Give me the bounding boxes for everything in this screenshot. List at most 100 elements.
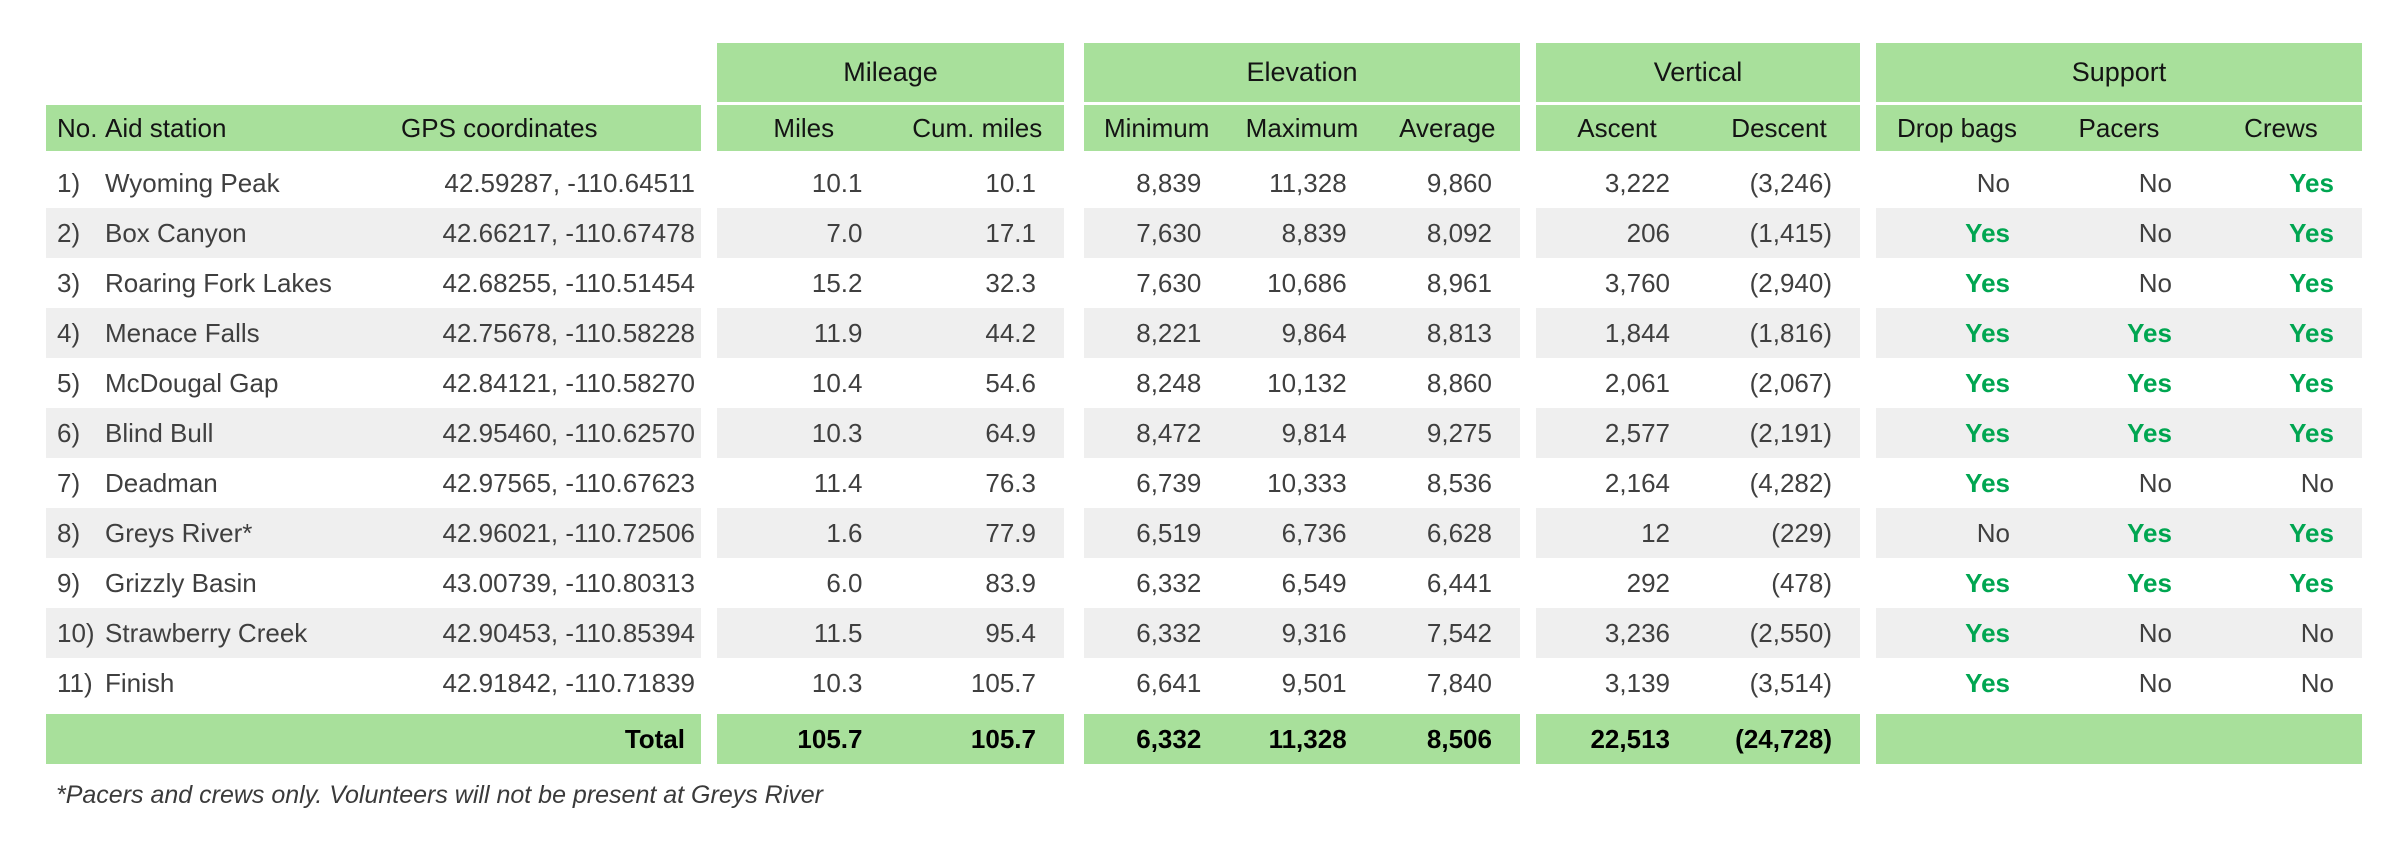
ascent-value: 1,844 [1604, 317, 1670, 348]
total-mileage-section: 105.7 105.7 [717, 714, 1064, 764]
elevation-min: 8,839 [1136, 167, 1202, 198]
elevation-max: 10,686 [1267, 267, 1347, 298]
aid-station-table: Mileage Elevation Vertical Support No. A… [46, 43, 2362, 764]
elevation-max: 10,333 [1267, 467, 1347, 498]
crews-value: Yes [2289, 567, 2334, 598]
pacers-value: Yes [2127, 517, 2172, 548]
pacers-value: No [2138, 167, 2172, 198]
row-number: 1) [57, 167, 81, 198]
descent-value: (2,067) [1749, 367, 1832, 398]
gps-coordinates: 42.91842, -110.71839 [442, 667, 695, 698]
drop-bags-value: Yes [1965, 467, 2010, 498]
cum-miles-value: 54.6 [985, 367, 1036, 398]
miles-value: 10.4 [811, 367, 863, 398]
crews-value: No [2300, 617, 2334, 648]
total-descent: (24,728) [1735, 723, 1832, 754]
vertical-section: 3,222 (3,246) [1536, 158, 1860, 208]
elevation-avg: 7,840 [1426, 667, 1492, 698]
total-label-section: Total [46, 714, 701, 764]
support-section: Yes No Yes [1876, 258, 2362, 308]
mileage-section: 11.9 44.2 [717, 308, 1064, 358]
row-number: 3) [57, 267, 81, 298]
ascent-value: 2,577 [1604, 417, 1670, 448]
cum-miles-value: 10.1 [985, 167, 1036, 198]
vertical-section: 292 (478) [1536, 558, 1860, 608]
aid-station-name: McDougal Gap [105, 367, 279, 398]
descent-value: (4,282) [1749, 467, 1832, 498]
elevation-section: 8,472 9,814 9,275 [1084, 408, 1520, 458]
elevation-avg: 8,092 [1426, 217, 1492, 248]
station-section: 6) Blind Bull 42.95460, -110.62570 [46, 408, 701, 458]
col-header-aid-station: Aid station [105, 112, 227, 143]
row-number: 4) [57, 317, 81, 348]
aid-station-name: Box Canyon [105, 217, 247, 248]
vertical-section: 1,844 (1,816) [1536, 308, 1860, 358]
drop-bags-value: Yes [1965, 267, 2010, 298]
row-number: 8) [57, 517, 81, 548]
elevation-avg: 9,275 [1426, 417, 1492, 448]
aid-station-name: Wyoming Peak [105, 167, 280, 198]
vertical-section: 206 (1,415) [1536, 208, 1860, 258]
miles-value: 10.1 [811, 167, 863, 198]
elevation-section: 8,248 10,132 8,860 [1084, 358, 1520, 408]
drop-bags-value: No [1976, 517, 2010, 548]
crews-value: Yes [2289, 167, 2334, 198]
gps-coordinates: 42.68255, -110.51454 [442, 267, 695, 298]
elevation-min: 6,641 [1136, 667, 1202, 698]
station-section: 8) Greys River* 42.96021, -110.72506 [46, 508, 701, 558]
table-row: 3) Roaring Fork Lakes 42.68255, -110.51454… [46, 258, 2362, 308]
miles-value: 10.3 [811, 417, 863, 448]
row-number: 10) [57, 617, 95, 648]
table-row: 5) McDougal Gap 42.84121, -110.58270 10.4 54… [46, 358, 2362, 408]
miles-value: 1.6 [826, 517, 863, 548]
col-header-average: Average [1399, 112, 1496, 143]
ascent-value: 292 [1626, 567, 1670, 598]
table-row: 6) Blind Bull 42.95460, -110.62570 10.3 64.9… [46, 408, 2362, 458]
col-header-crews: Crews [2244, 112, 2318, 143]
col-header-cum-miles: Cum. miles [912, 112, 1043, 143]
elevation-max: 6,549 [1281, 567, 1347, 598]
total-row: Total 105.7 105.7 6,332 11,328 8,506 22,… [46, 714, 2362, 764]
ascent-value: 3,222 [1604, 167, 1670, 198]
elevation-section: 6,641 9,501 7,840 [1084, 658, 1520, 708]
elevation-section: 6,332 9,316 7,542 [1084, 608, 1520, 658]
elevation-min: 7,630 [1136, 217, 1202, 248]
gps-coordinates: 42.97565, -110.67623 [442, 467, 695, 498]
elevation-min: 8,472 [1136, 417, 1202, 448]
group-header-support: Support [1876, 43, 2362, 102]
elevation-max: 9,501 [1281, 667, 1347, 698]
support-section: Yes Yes Yes [1876, 308, 2362, 358]
support-section: Yes No Yes [1876, 208, 2362, 258]
miles-value: 11.4 [813, 467, 863, 498]
pacers-value: Yes [2127, 417, 2172, 448]
station-section: 3) Roaring Fork Lakes 42.68255, -110.51454 [46, 258, 701, 308]
column-header-row: No. Aid station GPS coordinates Miles Cu… [46, 105, 2362, 151]
cum-miles-value: 64.9 [985, 417, 1036, 448]
cum-miles-value: 77.9 [985, 517, 1036, 548]
crews-value: No [2300, 467, 2334, 498]
aid-station-name: Finish [105, 667, 175, 698]
elevation-avg: 8,961 [1426, 267, 1492, 298]
station-section: 11) Finish 42.91842, -110.71839 [46, 658, 701, 708]
pacers-value: No [2138, 667, 2172, 698]
col-header-gps: GPS coordinates [401, 112, 598, 143]
group-header-vertical: Vertical [1536, 43, 1860, 102]
elevation-section: 6,739 10,333 8,536 [1084, 458, 1520, 508]
miles-value: 6.0 [826, 567, 863, 598]
col-header-no: No. [57, 112, 98, 143]
total-miles: 105.7 [797, 723, 863, 754]
drop-bags-value: Yes [1965, 617, 2010, 648]
row-number: 11) [57, 667, 93, 698]
drop-bags-value: Yes [1965, 367, 2010, 398]
total-elevation-min: 6,332 [1136, 723, 1202, 754]
gps-coordinates: 42.90453, -110.85394 [442, 617, 695, 648]
elevation-avg: 8,536 [1426, 467, 1492, 498]
ascent-value: 12 [1641, 517, 1670, 548]
col-header-ascent: Ascent [1577, 112, 1657, 143]
elevation-max: 6,736 [1281, 517, 1347, 548]
support-section: Yes Yes Yes [1876, 358, 2362, 408]
mileage-section: 6.0 83.9 [717, 558, 1064, 608]
footnote: *Pacers and crews only. Volunteers will … [56, 781, 824, 809]
descent-value: (2,940) [1749, 267, 1832, 298]
group-header-mileage: Mileage [717, 43, 1064, 102]
